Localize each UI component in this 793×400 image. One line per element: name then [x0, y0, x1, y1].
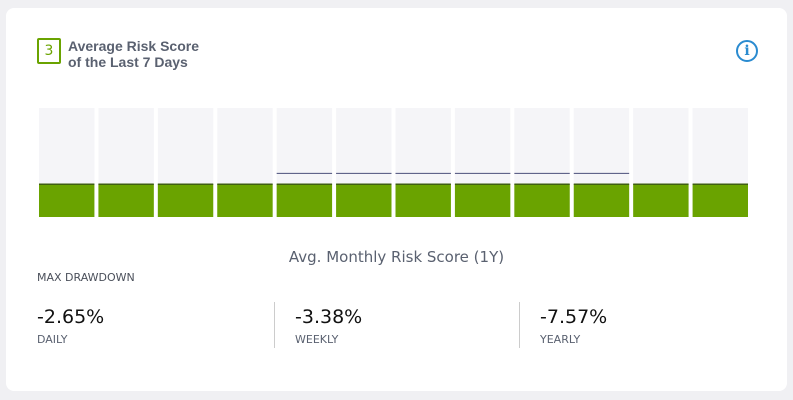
chart	[39, 108, 748, 217]
info-button[interactable]: i	[736, 40, 758, 62]
drawdown-value: -2.65%	[37, 306, 105, 328]
drawdown-period: YEARLY	[540, 333, 581, 346]
bar	[157, 184, 214, 217]
divider	[274, 302, 275, 348]
bar	[514, 184, 570, 217]
bar	[633, 184, 689, 217]
score-badge: 3	[37, 38, 61, 64]
bar	[276, 184, 333, 217]
bar	[573, 184, 630, 217]
drawdown-label: MAX DRAWDOWN	[37, 271, 135, 284]
widget-title: Average Risk Score of the Last 7 Days	[68, 38, 199, 70]
divider	[519, 302, 520, 348]
drawdown-period: WEEKLY	[295, 333, 339, 346]
bar	[692, 184, 748, 217]
bar	[454, 184, 511, 217]
widget-card: 3 Average Risk Score of the Last 7 Days …	[6, 8, 787, 391]
bar	[39, 184, 95, 217]
bar	[98, 184, 154, 217]
bar	[217, 184, 273, 217]
bar	[395, 184, 451, 217]
drawdown-value: -7.57%	[540, 306, 608, 328]
drawdown-value: -3.38%	[295, 306, 363, 328]
chart-title: Avg. Monthly Risk Score (1Y)	[288, 248, 505, 266]
drawdown-period: DAILY	[37, 333, 68, 346]
bar	[336, 184, 392, 217]
